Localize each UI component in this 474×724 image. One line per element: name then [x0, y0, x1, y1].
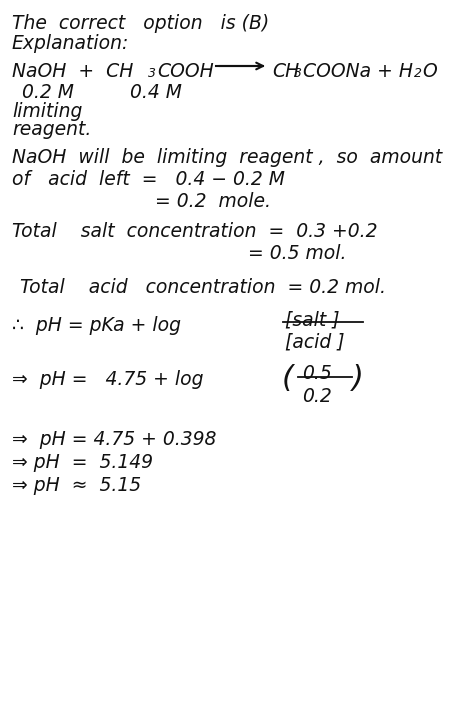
Text: COOH: COOH	[157, 62, 214, 81]
Text: COONa + H: COONa + H	[303, 62, 413, 81]
Text: ): )	[352, 364, 364, 393]
Text: 3: 3	[148, 67, 156, 80]
Text: NaOH  +  CH: NaOH + CH	[12, 62, 133, 81]
Text: 2: 2	[414, 67, 422, 80]
Text: limiting: limiting	[12, 102, 82, 121]
Text: = 0.5 mol.: = 0.5 mol.	[248, 244, 346, 263]
Text: Total    acid   concentration  = 0.2 mol.: Total acid concentration = 0.2 mol.	[20, 278, 386, 297]
Text: reagent.: reagent.	[12, 120, 91, 139]
Text: 0.2 M: 0.2 M	[22, 83, 74, 102]
Text: 0.5: 0.5	[302, 364, 332, 383]
Text: The  correct   option   is (B): The correct option is (B)	[12, 14, 269, 33]
Text: ∴  pH = pKa + log: ∴ pH = pKa + log	[12, 316, 181, 335]
Text: ⇒  pH =   4.75 + log: ⇒ pH = 4.75 + log	[12, 370, 203, 389]
Text: [salt ]: [salt ]	[285, 310, 340, 329]
Text: of   acid  left  =   0.4 − 0.2 M: of acid left = 0.4 − 0.2 M	[12, 170, 285, 189]
Text: Total    salt  concentration  =  0.3 +0.2: Total salt concentration = 0.3 +0.2	[12, 222, 377, 241]
Text: ⇒ pH  =  5.149: ⇒ pH = 5.149	[12, 453, 153, 472]
Text: = 0.2  mole.: = 0.2 mole.	[155, 192, 271, 211]
Text: (: (	[282, 364, 294, 393]
Text: Explanation:: Explanation:	[12, 34, 129, 53]
Text: 3: 3	[294, 67, 302, 80]
Text: O: O	[422, 62, 437, 81]
Text: 0.4 M: 0.4 M	[130, 83, 182, 102]
Text: ⇒ pH  ≈  5.15: ⇒ pH ≈ 5.15	[12, 476, 141, 495]
Text: NaOH  will  be  limiting  reagent ,  so  amount: NaOH will be limiting reagent , so amoun…	[12, 148, 442, 167]
Text: CH: CH	[272, 62, 299, 81]
Text: ⇒  pH = 4.75 + 0.398: ⇒ pH = 4.75 + 0.398	[12, 430, 216, 449]
Text: 0.2: 0.2	[302, 387, 332, 406]
Text: [acid ]: [acid ]	[285, 332, 345, 351]
